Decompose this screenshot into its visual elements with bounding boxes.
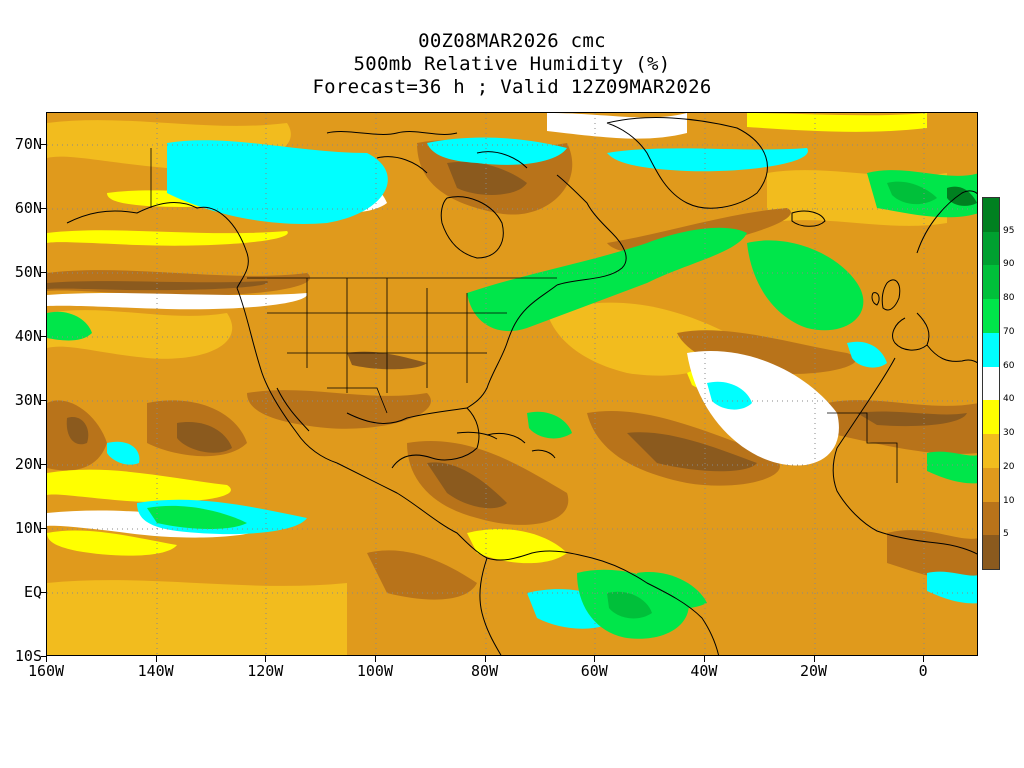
lon-tick: [46, 656, 47, 662]
lat-tick: [41, 528, 47, 529]
colorbar-label: 70: [1003, 326, 1015, 337]
colorbar-segment: [983, 366, 999, 401]
lat-tick: [41, 144, 47, 145]
lon-tick: [156, 656, 157, 662]
rh-gt95-regions: [947, 186, 977, 206]
lon-tick: [375, 656, 376, 662]
lon-tick: [814, 656, 815, 662]
lat-label: 30N: [14, 391, 42, 409]
colorbar-segment: [983, 535, 999, 570]
title-valid-time: Forecast=36 h ; Valid 12Z09MAR2026: [312, 76, 712, 98]
lon-tick: [485, 656, 486, 662]
lon-label: 120W: [247, 662, 284, 680]
lon-label: 60W: [580, 662, 608, 680]
colorbar-segment: [983, 299, 999, 334]
lon-tick: [594, 656, 595, 662]
lat-label: 10N: [14, 519, 42, 537]
colorbar-label: 40: [1003, 394, 1015, 405]
lon-label: 0: [918, 662, 928, 680]
lon-label: 80W: [471, 662, 499, 680]
colorbar-label: 10: [1003, 495, 1015, 506]
lon-tick: [265, 656, 266, 662]
lat-tick: [41, 464, 47, 465]
lon-label: 100W: [356, 662, 393, 680]
lat-tick: [41, 336, 47, 337]
political-boundaries: [150, 148, 898, 483]
lat-label: 60N: [14, 199, 42, 217]
title-variable: 500mb Relative Humidity (%): [353, 53, 671, 75]
colorbar-segment: [983, 467, 999, 503]
colorbar-label: 95: [1003, 225, 1015, 236]
lon-label: 140W: [137, 662, 174, 680]
lat-label: 20N: [14, 455, 42, 473]
lon-tick: [923, 656, 924, 662]
colorbar-segment: [983, 231, 999, 266]
lat-label: 40N: [14, 327, 42, 345]
lat-label: 70N: [14, 135, 42, 153]
colorbar-segment: [983, 332, 999, 368]
lat-tick: [41, 400, 47, 401]
coastlines: [66, 117, 977, 655]
colorbar-label: 30: [1003, 428, 1015, 439]
rh-70-80-regions: [47, 170, 977, 639]
lat-label: 50N: [14, 263, 42, 281]
lat-tick: [41, 272, 47, 273]
colorbar-segment: [983, 265, 999, 300]
colorbar-segment: [983, 501, 999, 536]
colorbar-label: 80: [1003, 293, 1015, 304]
lat-label: EQ: [23, 583, 42, 601]
lon-label: 20W: [799, 662, 828, 680]
graticule: [47, 113, 977, 655]
humidity-map[interactable]: [46, 112, 978, 656]
lon-label: 40W: [690, 662, 718, 680]
lat-tick: [41, 208, 47, 209]
title-run-info: 00Z08MAR2026 cmc: [418, 30, 606, 52]
lat-label: 10S: [14, 647, 42, 665]
lat-tick: [41, 592, 47, 593]
lon-label: 160W: [27, 662, 65, 680]
colorbar-label: 90: [1003, 259, 1015, 270]
colorbar-segment: [983, 434, 999, 469]
lon-tick: [704, 656, 705, 662]
colorbar: [982, 197, 1000, 570]
colorbar-label: 20: [1003, 461, 1015, 472]
rh-lt5-regions: [47, 161, 967, 509]
lat-tick: [41, 656, 47, 657]
map-title: 00Z08MAR2026 cmc 500mb Relative Humidity…: [0, 30, 1024, 99]
colorbar-label: 60: [1003, 360, 1015, 371]
colorbar-segment: [983, 400, 999, 435]
humidity-field: [47, 113, 977, 655]
colorbar-label: 5: [1003, 529, 1009, 540]
colorbar-segment: [983, 198, 999, 233]
